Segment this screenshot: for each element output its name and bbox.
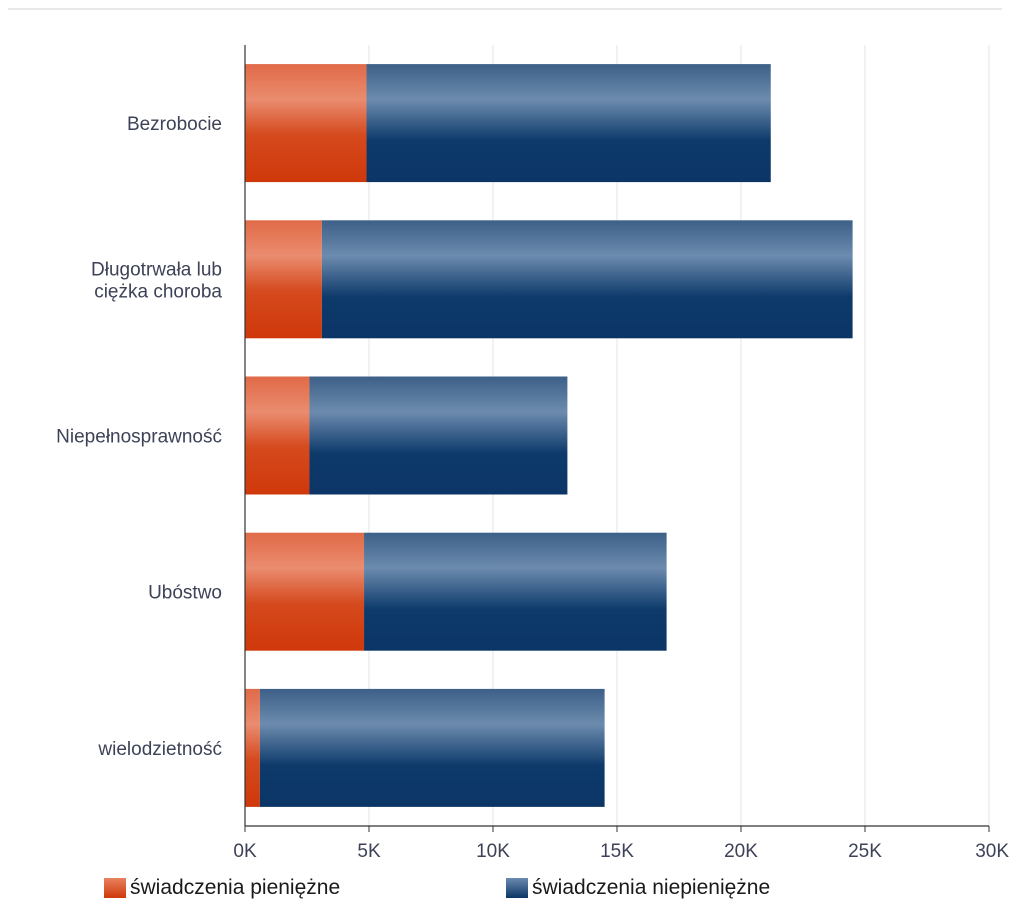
bar-noncash[interactable] [366,64,771,183]
legend-item-noncash[interactable]: świadczenia niepieniężne [506,876,770,900]
legend-swatch-cash [104,878,126,898]
bar-cash[interactable] [245,376,310,495]
stacked-bar-chart: Bezrobocie Długotrwała lub ciężka choroba N… [56,45,1009,862]
x-tick-labels: 0K 5K 10K 15K 20K 25K 30K [233,841,1009,862]
category-label: wielodzietność [97,739,222,760]
legend-label-cash: świadczenia pieniężne [130,876,341,899]
bar-cash[interactable] [245,64,367,183]
category-label: Niepełnosprawność [56,427,222,448]
x-tick-label: 30K [975,841,1009,862]
top-divider [8,8,1002,10]
x-tick-label: 25K [848,841,882,862]
bar-noncash[interactable] [321,220,853,339]
bar-noncash[interactable] [309,376,568,495]
bar-cash[interactable] [245,688,260,807]
bar-cash[interactable] [245,532,365,651]
legend-label-noncash: świadczenia niepieniężne [532,876,771,899]
bar-noncash[interactable] [259,688,605,807]
bar-cash[interactable] [245,220,322,339]
axes [244,45,990,832]
legend-item-cash[interactable]: świadczenia pieniężne [104,876,340,900]
bar-noncash[interactable] [364,532,667,651]
x-tick-label: 10K [476,841,510,862]
legend-swatch-noncash [506,878,528,898]
category-labels: Bezrobocie Długotrwała lub ciężka choroba N… [56,114,222,760]
category-label: Ubóstwo [148,583,222,604]
x-tick-label: 5K [357,841,381,862]
category-label: Długotrwała lub ciężka choroba [91,259,222,302]
category-label: Bezrobocie [127,114,222,135]
x-tick-label: 15K [600,841,634,862]
legend: świadczenia pieniężne świadczenia niepie… [104,876,1004,900]
x-tick-label: 0K [233,841,257,862]
x-tick-label: 20K [724,841,758,862]
bars [245,64,853,807]
